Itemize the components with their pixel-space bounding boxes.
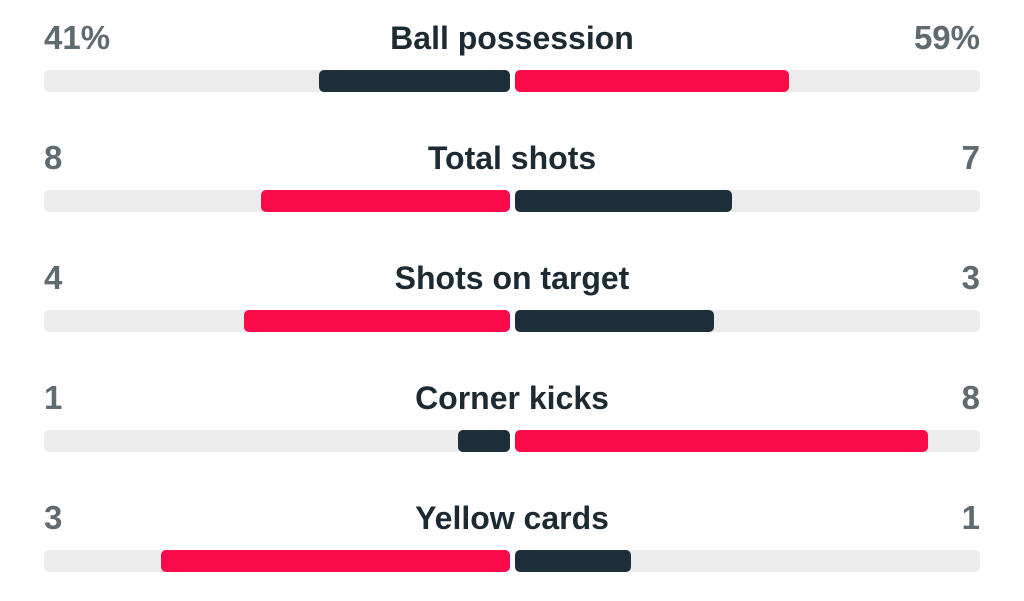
home-bar-track <box>44 190 510 212</box>
stat-row-shots-on-target: 4 Shots on target 3 <box>0 258 1024 368</box>
home-bar-track <box>44 310 510 332</box>
away-value: 8 <box>961 379 980 416</box>
away-bar-track <box>515 550 980 572</box>
away-value: 59% <box>913 19 980 56</box>
away-bar <box>515 70 790 92</box>
away-value: 7 <box>961 139 980 176</box>
home-value: 1 <box>44 379 63 416</box>
away-bar <box>515 550 632 572</box>
stat-label: Yellow cards <box>415 500 609 536</box>
stat-label: Corner kicks <box>415 380 609 416</box>
away-bar-track <box>515 70 980 92</box>
stat-row-total-shots: 8 Total shots 7 <box>0 138 1024 248</box>
away-value: 1 <box>961 499 980 536</box>
stat-row-yellow-cards: 3 Yellow cards 1 <box>0 498 1024 601</box>
home-value: 41% <box>44 19 111 56</box>
away-bar-track <box>515 430 980 452</box>
home-bar-track <box>44 550 510 572</box>
home-value: 8 <box>44 139 63 176</box>
away-bar <box>515 190 732 212</box>
away-bar <box>515 430 929 452</box>
home-value: 3 <box>44 499 63 536</box>
away-bar-track <box>515 310 980 332</box>
home-bar-track <box>44 430 510 452</box>
home-bar <box>458 430 510 452</box>
stat-label: Ball possession <box>390 20 634 56</box>
stat-row-ball-possession: 41% Ball possession 59% <box>0 18 1024 128</box>
away-bar-track <box>515 190 980 212</box>
stat-label: Shots on target <box>394 260 630 296</box>
away-bar <box>515 310 715 332</box>
home-bar <box>243 310 510 332</box>
home-bar-track <box>44 70 510 92</box>
home-bar <box>318 70 510 92</box>
stat-label: Total shots <box>427 140 597 176</box>
home-bar <box>261 190 510 212</box>
home-bar <box>160 550 510 572</box>
away-value: 3 <box>961 259 980 296</box>
stat-row-corner-kicks: 1 Corner kicks 8 <box>0 378 1024 488</box>
home-value: 4 <box>44 259 63 296</box>
